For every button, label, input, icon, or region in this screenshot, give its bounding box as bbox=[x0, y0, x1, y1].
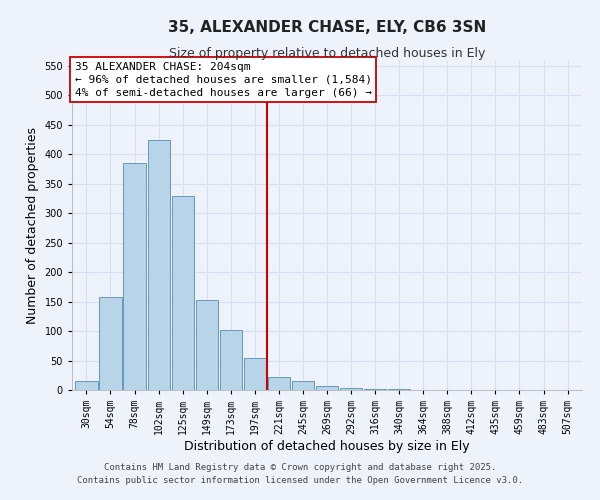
Bar bbox=[316, 386, 338, 390]
Bar bbox=[292, 381, 314, 390]
Text: Contains public sector information licensed under the Open Government Licence v3: Contains public sector information licen… bbox=[77, 476, 523, 485]
Bar bbox=[220, 330, 242, 390]
Bar bbox=[124, 163, 146, 390]
Bar bbox=[76, 381, 98, 390]
Y-axis label: Number of detached properties: Number of detached properties bbox=[26, 126, 39, 324]
X-axis label: Distribution of detached houses by size in Ely: Distribution of detached houses by size … bbox=[184, 440, 470, 453]
Bar bbox=[244, 358, 266, 390]
Bar bbox=[196, 300, 218, 390]
Text: 35, ALEXANDER CHASE, ELY, CB6 3SN: 35, ALEXANDER CHASE, ELY, CB6 3SN bbox=[168, 20, 486, 35]
Bar bbox=[340, 388, 362, 390]
Text: Size of property relative to detached houses in Ely: Size of property relative to detached ho… bbox=[169, 48, 485, 60]
Text: 35 ALEXANDER CHASE: 204sqm
← 96% of detached houses are smaller (1,584)
4% of se: 35 ALEXANDER CHASE: 204sqm ← 96% of deta… bbox=[74, 62, 371, 98]
Bar bbox=[100, 298, 122, 390]
Bar bbox=[148, 140, 170, 390]
Bar bbox=[268, 377, 290, 390]
Text: Contains HM Land Registry data © Crown copyright and database right 2025.: Contains HM Land Registry data © Crown c… bbox=[104, 464, 496, 472]
Bar bbox=[172, 196, 194, 390]
